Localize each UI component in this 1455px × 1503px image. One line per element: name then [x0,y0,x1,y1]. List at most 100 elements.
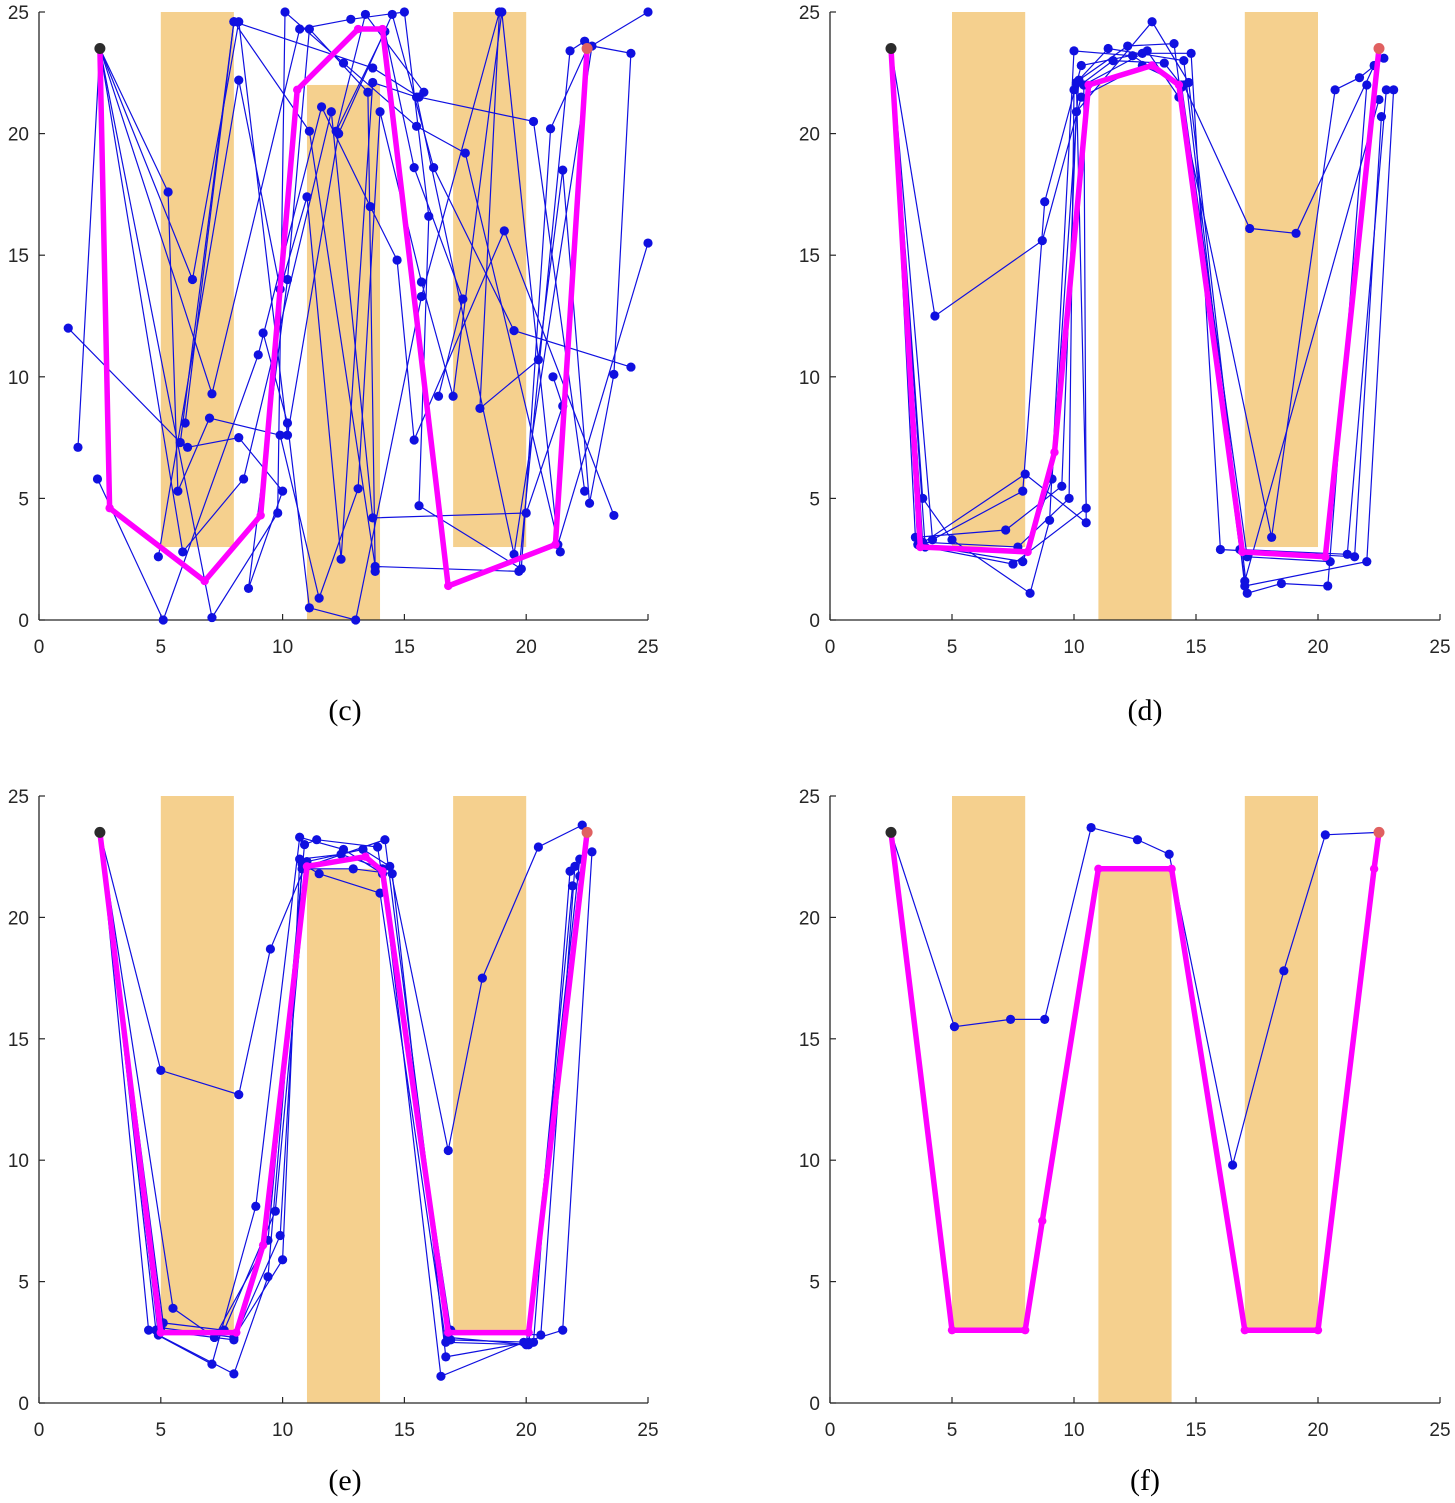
particle-point [63,323,73,333]
x-tick-label: 20 [1307,637,1328,658]
particle-point [930,311,940,321]
particle-point [1008,559,1018,569]
particle-point [1081,518,1091,528]
x-tick-label: 25 [637,1420,658,1441]
best-path-point [256,511,265,520]
best-path-point [1369,864,1379,874]
particle-point [316,102,327,112]
x-tick-label: 0 [825,1420,836,1441]
y-tick-label: 15 [799,246,820,267]
particle-point [358,844,368,855]
best-path-point [1050,447,1059,457]
y-tick-label: 15 [799,1030,820,1051]
particle-point [234,75,244,85]
particle-path [99,832,581,1375]
y-tick-label: 15 [8,246,29,267]
panel-f: 0 5 10 15 20 25 0 5 10 15 20 25 [799,787,1451,1441]
particle-point [1020,469,1030,479]
y-tick-label: 20 [8,908,29,929]
particle-point [1169,39,1179,49]
particle-point [387,9,397,20]
particle-point [414,501,424,511]
particle-point [304,603,314,613]
best-path-point [232,1328,241,1337]
particle-point [375,888,385,898]
best-path-point [916,542,925,552]
start-point [94,42,106,54]
particle-point [144,1325,154,1335]
particle-point [73,442,83,452]
particle-point [336,554,346,564]
best-path-point [302,862,312,871]
particle-point [368,513,378,523]
x-tick-label: 20 [516,1420,537,1441]
y-tick-label: 15 [8,1030,29,1051]
x-tick-label: 25 [1429,637,1450,658]
particle-point [239,474,249,484]
obstacle-2 [453,796,527,1331]
particle-point [643,7,653,17]
particle-point [1057,481,1067,491]
best-path [888,832,1382,1333]
best-path-point [444,581,453,591]
particle-point [275,1230,285,1241]
x-tick-label: 5 [947,637,958,658]
particle-point [1159,58,1169,68]
x-tick-label: 10 [272,637,293,658]
particle-point [441,1352,451,1362]
particle-point [163,187,173,197]
y-tick-label: 10 [799,1151,820,1172]
goal-point [581,42,593,54]
panel-d: 0 5 10 15 20 25 0 5 10 15 20 25 [799,3,1451,658]
particle-point [92,474,103,484]
particle-point [475,403,485,414]
particle-point [326,107,336,117]
particle-point [416,277,427,287]
particle-point [433,391,444,401]
best-path-point [1038,1216,1047,1226]
particle-point [373,842,383,852]
x-tick-label: 5 [156,637,167,658]
particle-point [348,864,358,874]
particle-point [399,7,409,17]
particle-point [1071,77,1082,88]
caption-f: (f) [1130,1464,1160,1497]
y-tick-label: 25 [799,787,820,808]
particle-point [278,1255,288,1265]
particle-point [282,418,293,428]
y-tick-label: 5 [809,1273,820,1294]
particle-point [545,124,556,134]
particle-point [295,854,305,864]
particle-point [234,1090,244,1100]
particle-point [229,17,239,27]
y-tick-label: 25 [8,787,29,808]
best-path-point [1167,864,1176,874]
particle-point [419,87,429,97]
y-tick-label: 0 [18,1394,29,1415]
particle-point [1267,532,1277,542]
particle-point [458,294,468,304]
x-tick-label: 0 [34,1420,45,1441]
best-path-point [1084,80,1093,90]
goal-point [581,826,593,838]
obstacle-2 [1244,12,1318,548]
best-path-point [1023,547,1032,557]
best-path-point [1020,1325,1030,1335]
x-tick-label: 15 [394,637,415,658]
y-tick-label: 0 [809,1394,820,1415]
best-path-point [378,24,387,34]
best-path-point [1238,547,1247,557]
particle-point [299,839,310,850]
particle-point [1330,85,1340,95]
panel-c: 0 5 10 15 20 25 0 5 10 15 20 25 [8,3,659,658]
particle-point [584,498,595,508]
best-path-point [551,540,560,549]
particle-point [1001,525,1011,535]
particle-point [1108,56,1118,66]
x-tick-label: 10 [1063,637,1084,658]
particle-point [1276,578,1286,589]
best-path-point [1240,1325,1250,1335]
particle-point [528,116,539,127]
particle-point [497,7,507,17]
x-tick-label: 25 [637,637,658,658]
